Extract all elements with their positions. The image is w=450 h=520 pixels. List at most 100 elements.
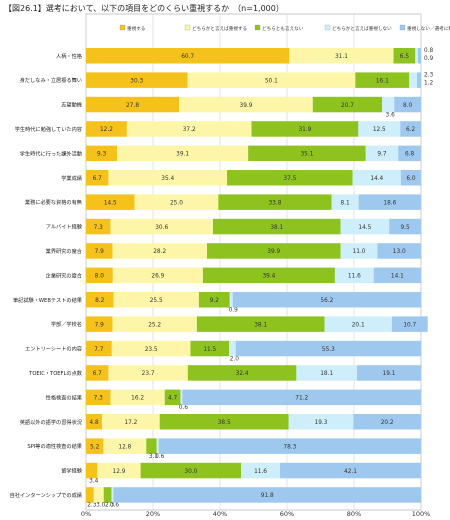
category-label: 性格検査の結果 xyxy=(46,393,82,401)
legend-swatch xyxy=(184,24,191,31)
x-tick-label: 40% xyxy=(213,510,227,518)
bar-segment xyxy=(140,462,242,479)
bar-segment xyxy=(134,194,219,210)
bar-segment xyxy=(340,243,378,259)
x-tick-label: 60% xyxy=(280,510,294,518)
data-label: 35.4 xyxy=(161,176,174,182)
bar-segment xyxy=(86,414,103,430)
bar-segment xyxy=(117,145,249,162)
chart-title: 【図26.1】選考において、以下の項目をどのくらい重視するか （n=1,000） xyxy=(4,4,284,13)
data-label: 7.9 xyxy=(95,249,105,255)
bar-segment xyxy=(232,292,421,308)
bar-segment xyxy=(235,340,421,357)
x-tick-label: 0% xyxy=(81,510,91,518)
legend-swatch xyxy=(324,24,331,31)
data-label: 7.7 xyxy=(94,347,104,353)
data-label: 37.2 xyxy=(183,127,196,133)
category-label: 留学経験 xyxy=(61,467,83,475)
bar-segment xyxy=(227,170,353,186)
data-label: 0.8 xyxy=(424,48,434,54)
x-tick-label: 80% xyxy=(347,510,361,518)
bar-segment xyxy=(340,218,390,235)
data-label: 25.0 xyxy=(170,200,183,206)
data-label: 13.0 xyxy=(393,249,406,255)
bar-segment xyxy=(108,365,188,381)
bar-segment xyxy=(196,316,325,332)
category-label: 志望動機 xyxy=(61,101,82,109)
category-label: アルバイト経験 xyxy=(46,223,83,231)
bar-segment xyxy=(103,438,147,454)
data-label: 0.6 xyxy=(155,454,165,460)
data-label: 2.3 xyxy=(87,503,97,509)
legend-label: どちらとも言えない xyxy=(262,25,304,32)
bar-segment xyxy=(358,194,421,210)
data-label: 8.0 xyxy=(95,274,105,280)
bar-segment xyxy=(110,218,213,235)
bar-segment xyxy=(229,340,236,357)
data-label: 33.8 xyxy=(268,200,281,206)
data-label: 5.2 xyxy=(90,444,100,450)
legend-swatch xyxy=(399,24,406,31)
data-label: 60.7 xyxy=(181,54,194,60)
data-label: 3.6 xyxy=(386,112,396,118)
data-label: 2.3 xyxy=(105,503,115,509)
data-label: 8.1 xyxy=(341,200,351,206)
category-label: 学生時代に行った課外活動 xyxy=(20,149,82,157)
legend-swatch xyxy=(119,24,126,31)
data-label: 20.2 xyxy=(381,420,394,426)
data-label: 14.1 xyxy=(391,274,404,280)
category-label: 身だしなみ・立居振る舞い xyxy=(20,76,82,84)
bar-segment xyxy=(86,389,111,406)
bar-segment xyxy=(365,145,399,162)
data-label: 9.7 xyxy=(377,152,387,158)
bar-segment xyxy=(187,365,297,381)
bar-segment xyxy=(382,96,395,113)
bar-segment xyxy=(296,365,358,381)
bar-segment xyxy=(400,170,421,186)
data-label: 37.5 xyxy=(283,176,296,182)
bar-segment xyxy=(279,462,421,479)
data-label: 11.6 xyxy=(254,469,267,475)
legend-label: どちらかと言えば重視する xyxy=(192,25,247,32)
bar-segment xyxy=(400,121,421,137)
data-label: 6.7 xyxy=(93,371,103,377)
bar-segment xyxy=(86,96,180,113)
data-label: 9.3 xyxy=(97,152,107,158)
bar-segment xyxy=(113,292,199,308)
bar-segment xyxy=(416,72,421,88)
bar-segment xyxy=(86,487,94,503)
bar-segment xyxy=(334,267,374,284)
bar-segment xyxy=(86,145,118,162)
legend-label: 重視する xyxy=(127,25,145,32)
bar-segment xyxy=(86,267,113,284)
data-label: 16.1 xyxy=(376,78,389,84)
data-label: 35.1 xyxy=(300,152,313,158)
bar-segment xyxy=(373,267,421,284)
bar-segment xyxy=(86,340,112,357)
data-label: 39.4 xyxy=(262,274,275,280)
data-label: 7.3 xyxy=(94,225,104,231)
bar-segment xyxy=(179,96,313,113)
bar-segment xyxy=(312,96,383,113)
data-label: 8.2 xyxy=(95,298,105,304)
plot-frame xyxy=(85,13,422,511)
data-label: 10.7 xyxy=(403,322,416,328)
bar-segment xyxy=(417,48,421,64)
category-label: 企業研究の度合 xyxy=(46,271,83,279)
data-label: 38.1 xyxy=(254,322,267,328)
bar-segment xyxy=(156,438,159,454)
bar-segment xyxy=(289,48,394,64)
bar-segment xyxy=(398,145,421,162)
data-label: 18.6 xyxy=(383,200,396,206)
category-label: 自社インターンシップでの成績 xyxy=(10,491,82,499)
data-label: 25.2 xyxy=(148,322,161,328)
data-label: 2.0 xyxy=(230,356,240,362)
data-label: 12.9 xyxy=(113,469,126,475)
bar-segment xyxy=(358,121,401,137)
data-label: 27.8 xyxy=(126,103,139,109)
data-label: 7.3 xyxy=(94,396,104,402)
data-label: 6.7 xyxy=(93,176,103,182)
data-label: 42.1 xyxy=(344,469,357,475)
bar-segment xyxy=(393,48,416,64)
data-label: 17.2 xyxy=(124,420,137,426)
